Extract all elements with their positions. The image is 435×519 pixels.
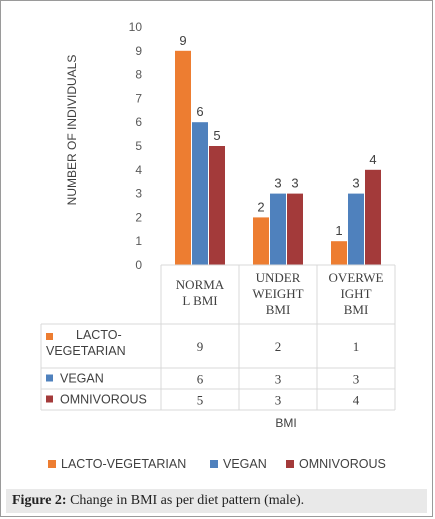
y-tick-label: 2 (135, 210, 142, 224)
series-row-label: OMNIVOROUS (60, 393, 147, 407)
data-label: 3 (274, 176, 281, 191)
data-label: 6 (196, 104, 203, 119)
bar (348, 193, 364, 265)
table-legend-key (46, 333, 53, 340)
legend: LACTO-VEGETARIAN VEGAN OMNIVOROUS (48, 457, 386, 471)
figure-caption: Figure 2: Change in BMI as per diet patt… (6, 489, 427, 513)
y-tick-label: 3 (135, 187, 142, 201)
category-label: OVERWE (329, 270, 384, 285)
table-cell-value: 3 (275, 393, 282, 408)
table-legend-key (46, 395, 53, 403)
bar (270, 193, 286, 265)
table-cell-value: 6 (197, 372, 204, 387)
y-tick-label: 7 (135, 91, 142, 105)
series-row-label: LACTO- (76, 328, 122, 342)
table-cell-value: 3 (353, 372, 360, 387)
legend-label: VEGAN (223, 457, 267, 471)
y-tick-label: 5 (135, 139, 142, 153)
category-label: L BMI (182, 293, 217, 308)
bar (209, 146, 225, 265)
table-cell-value: 1 (353, 339, 360, 354)
category-label: BMI (266, 302, 291, 317)
table-cell-value: 3 (275, 372, 282, 387)
y-axis-title-group: NUMBER OF INDIVIDUALS (65, 55, 79, 206)
legend-swatch (48, 460, 56, 468)
bar (175, 50, 191, 265)
data-label: 4 (369, 152, 376, 167)
data-label: 3 (352, 176, 359, 191)
category-label: NORMA (176, 277, 225, 292)
table-cell-value: 5 (197, 393, 204, 408)
series-row-label: VEGAN (60, 372, 104, 386)
legend-label: LACTO-VEGETARIAN (61, 457, 186, 471)
y-axis-title: NUMBER OF INDIVIDUALS (65, 55, 79, 206)
data-label: 3 (291, 176, 298, 191)
table-cell-value: 2 (275, 339, 282, 354)
table-cell-value: 4 (353, 393, 360, 408)
y-tick-label: 4 (135, 163, 142, 177)
bar (287, 193, 303, 265)
y-tick-label: 10 (129, 20, 143, 34)
data-label: 1 (335, 223, 342, 238)
caption-label: Figure 2: (12, 493, 67, 508)
y-tick-label: 6 (135, 115, 142, 129)
y-tick-label: 0 (135, 258, 142, 272)
bar (192, 122, 208, 265)
bar (365, 169, 381, 265)
y-axis-ticks: 0 1 2 3 4 5 6 7 8 9 10 (129, 20, 143, 272)
y-tick-label: 1 (135, 234, 142, 248)
bar (253, 217, 269, 265)
legend-swatch (286, 460, 294, 468)
legend-swatch (210, 460, 218, 468)
y-tick-label: 8 (135, 68, 142, 82)
category-label: BMI (344, 302, 369, 317)
x-axis-title: BMI (275, 416, 296, 430)
caption-text: Change in BMI as per diet pattern (male)… (66, 493, 305, 508)
legend-label: OMNIVOROUS (299, 457, 386, 471)
y-tick-label: 9 (135, 44, 142, 58)
series-row-label: VEGETARIAN (46, 344, 126, 358)
bar (331, 241, 347, 265)
data-label: 2 (257, 199, 264, 214)
category-label: IGHT (340, 286, 371, 301)
data-label: 9 (179, 33, 186, 48)
table-legend-key (46, 374, 53, 382)
category-label: WEIGHT (252, 286, 303, 301)
bars (175, 50, 381, 265)
data-label: 5 (213, 128, 220, 143)
table-cell-value: 9 (197, 339, 204, 354)
category-label: UNDER (256, 270, 301, 285)
